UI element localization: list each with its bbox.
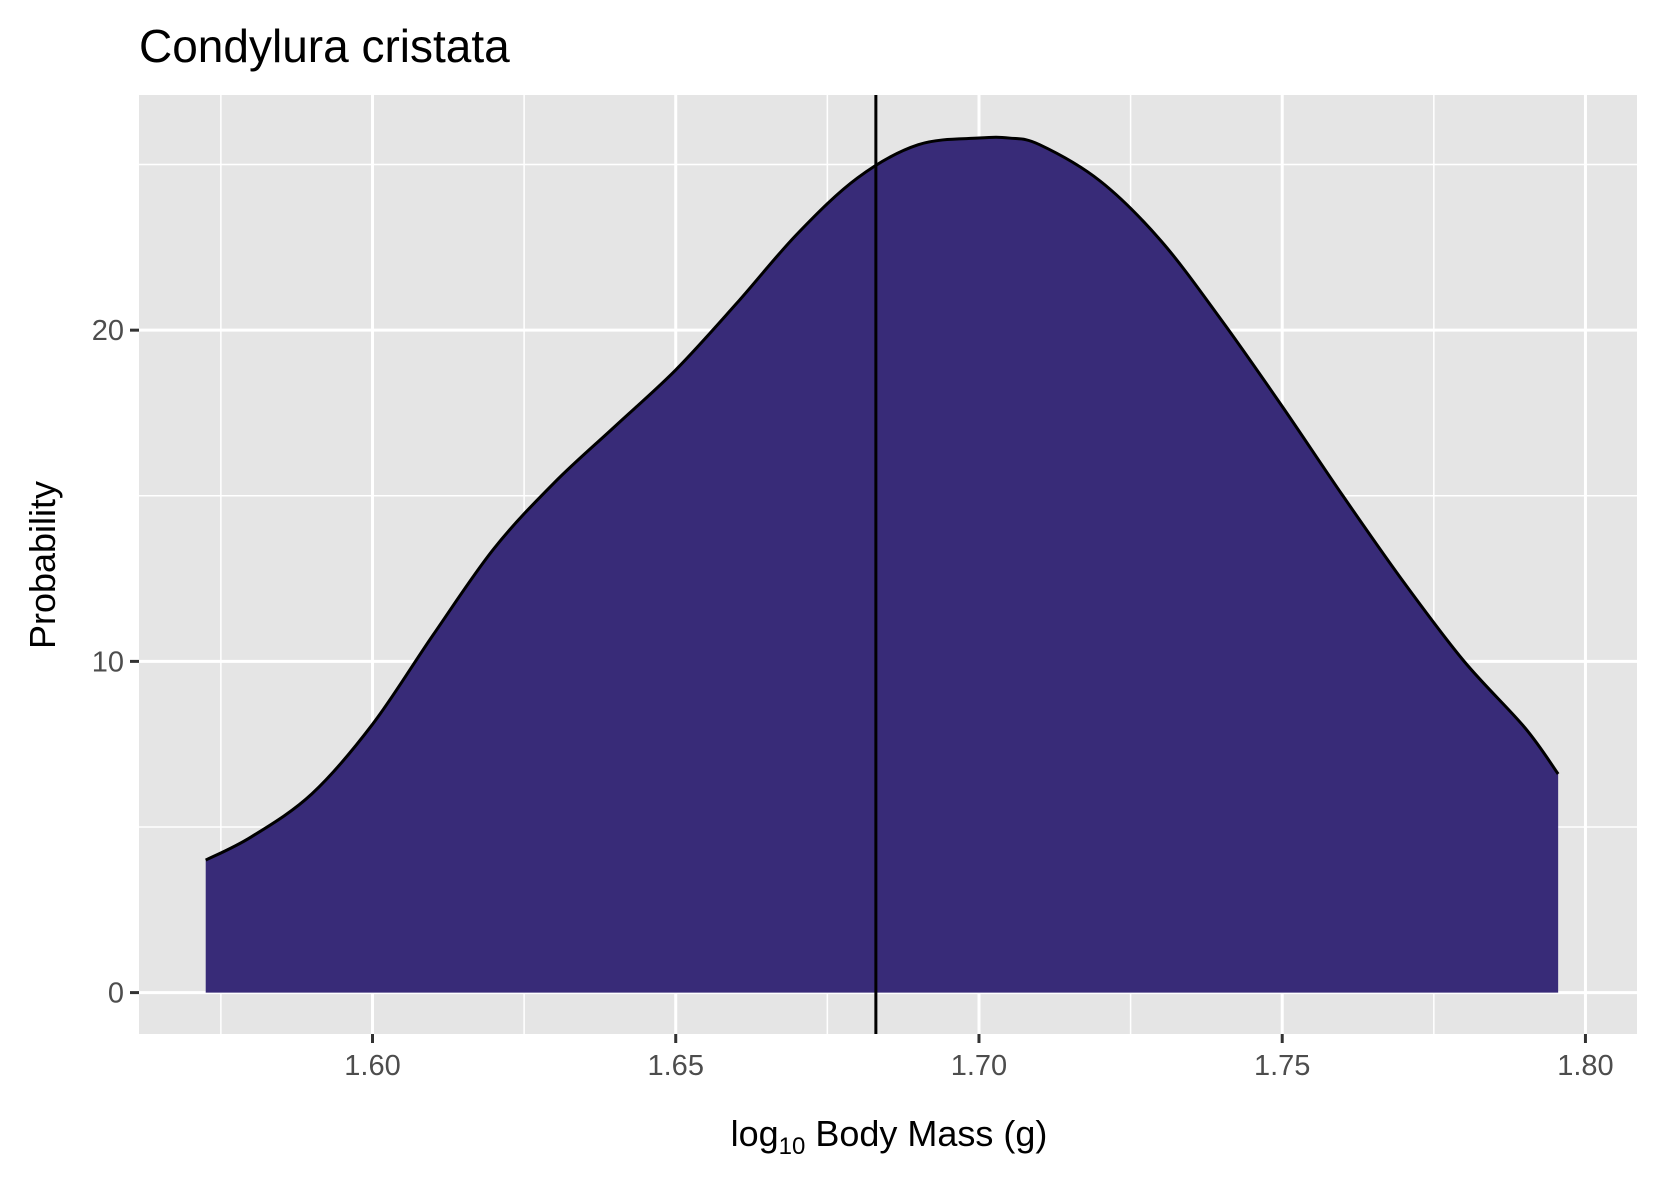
y-tick-label: 20 bbox=[92, 315, 124, 347]
x-axis-ticks: 1.60 1.65 1.70 1.75 1.80 bbox=[344, 1034, 1614, 1082]
density-area bbox=[205, 137, 1559, 993]
y-axis-ticks: 0 10 20 bbox=[92, 315, 139, 1010]
chart-title: Condylura cristata bbox=[139, 20, 510, 72]
x-tick-label: 1.70 bbox=[951, 1050, 1007, 1082]
x-axis-title-rest: Body Mass (g) bbox=[805, 1113, 1047, 1154]
x-tick-label: 1.75 bbox=[1254, 1050, 1310, 1082]
x-tick-label: 1.60 bbox=[344, 1050, 400, 1082]
x-axis-title-base: log bbox=[731, 1113, 779, 1154]
x-tick-label: 1.80 bbox=[1557, 1050, 1613, 1082]
y-axis-title: Probability bbox=[22, 481, 63, 649]
x-axis-title-subscript: 10 bbox=[779, 1133, 806, 1160]
y-tick-label: 10 bbox=[92, 646, 124, 678]
x-axis-title: log10 Body Mass (g) bbox=[731, 1113, 1048, 1160]
y-tick-label: 0 bbox=[108, 978, 124, 1010]
x-tick-label: 1.65 bbox=[648, 1050, 704, 1082]
density-curve bbox=[205, 135, 1560, 862]
